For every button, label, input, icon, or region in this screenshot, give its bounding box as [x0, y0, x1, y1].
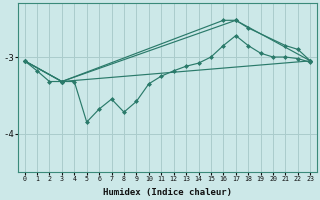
X-axis label: Humidex (Indice chaleur): Humidex (Indice chaleur) — [103, 188, 232, 197]
